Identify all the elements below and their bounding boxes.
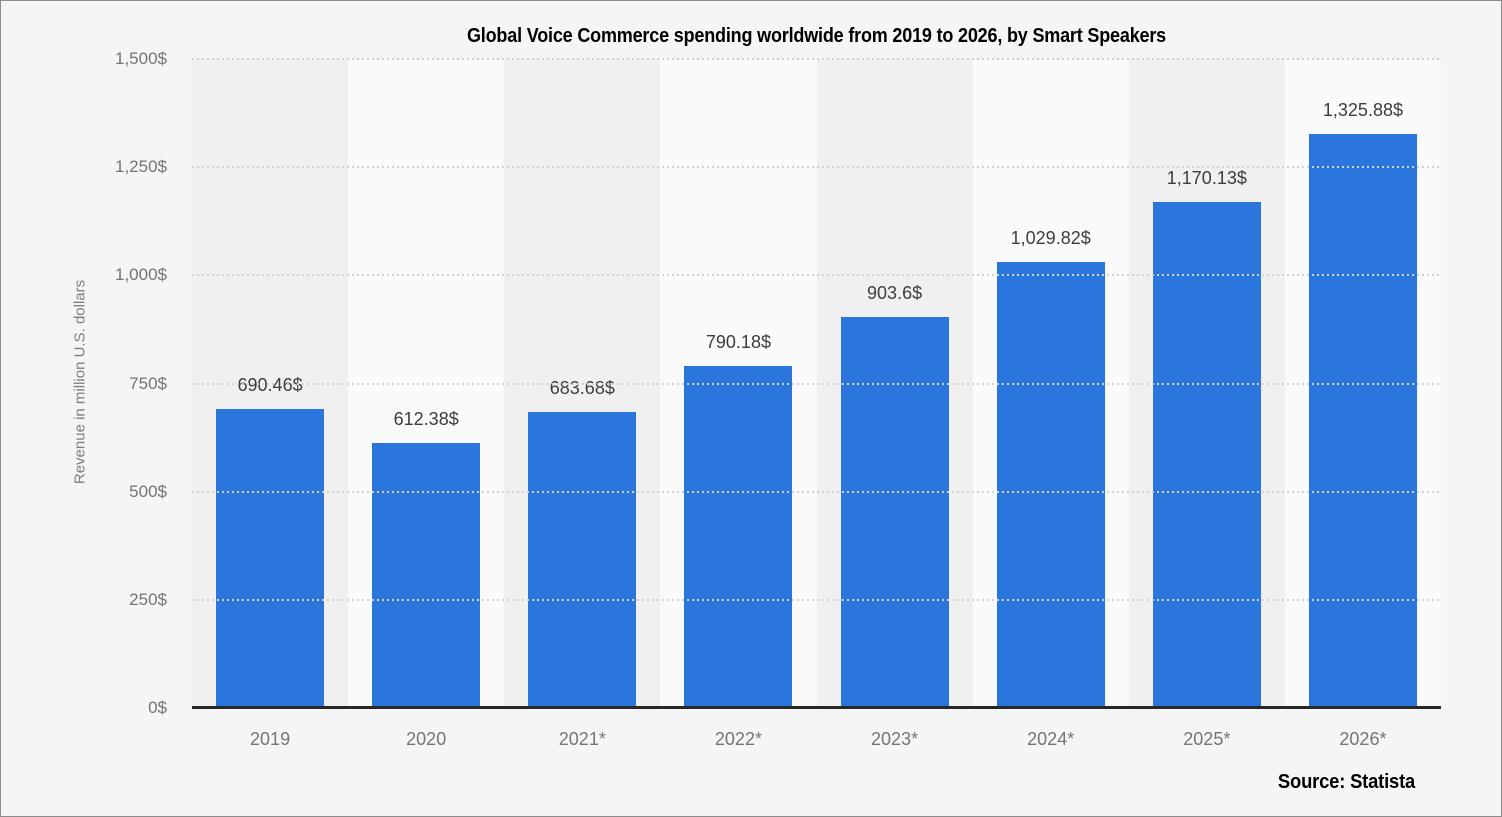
bar-2026 (1308, 134, 1417, 708)
gridline (192, 382, 1441, 385)
bar-2023 (840, 317, 949, 708)
chart-title: Global Voice Commerce spending worldwide… (466, 25, 1167, 47)
x-tick-label: 2022* (714, 729, 762, 749)
bar-value-label: 790.18$ (705, 332, 771, 353)
bar-value-label: 1,029.82$ (1010, 228, 1091, 249)
x-axis: 2019 2020 2021* 2022* 2023* 2024* 2025* 2026* (192, 727, 1441, 751)
bar-2020 (372, 443, 481, 708)
x-tick-label: 2025* (1183, 729, 1231, 749)
gridline (192, 166, 1441, 169)
gridline (192, 490, 1441, 493)
gridline (192, 598, 1441, 601)
y-tick-label: 1,250$ (115, 157, 167, 177)
y-axis: 0$ 250$ 500$ 750$ 1,000$ 1,250$ 1,500$ (31, 49, 167, 717)
y-tick-label: 250$ (129, 589, 167, 609)
bar-2025 (1152, 201, 1261, 708)
x-tick-label: 2019 (250, 729, 291, 749)
gridline (192, 58, 1441, 60)
bar-value-label: 903.6$ (867, 283, 923, 304)
x-tick-label: 2024* (1027, 729, 1075, 749)
plot-area: 690.46$ 612.38$ 683.68$ 790.18$ 903.6$ 1,029.… (192, 58, 1441, 708)
x-tick-label: 2026* (1339, 729, 1387, 749)
x-axis-line (192, 706, 1441, 709)
y-tick-label: 750$ (129, 373, 167, 393)
y-tick-label: 1,500$ (115, 49, 167, 68)
bar-value-label: 690.46$ (237, 375, 303, 396)
bar-2022 (684, 366, 793, 708)
y-tick-label: 500$ (129, 481, 167, 501)
bar-2019 (216, 409, 325, 708)
bar-value-label: 1,325.88$ (1322, 100, 1403, 121)
x-tick-label: 2021* (558, 729, 606, 749)
y-tick-label: 0$ (148, 698, 167, 717)
bar-value-label: 683.68$ (549, 378, 615, 399)
bar-value-label: 1,170.13$ (1166, 167, 1247, 188)
y-tick-label: 1,000$ (115, 265, 167, 285)
source-label: Source: Statista (1277, 771, 1415, 793)
gridline (192, 274, 1441, 277)
x-tick-label: 2020 (406, 729, 447, 749)
bar-2024 (996, 262, 1105, 708)
x-tick-label: 2023* (871, 729, 919, 749)
bar-2021 (528, 412, 637, 708)
bar-value-label: 612.38$ (393, 409, 459, 430)
